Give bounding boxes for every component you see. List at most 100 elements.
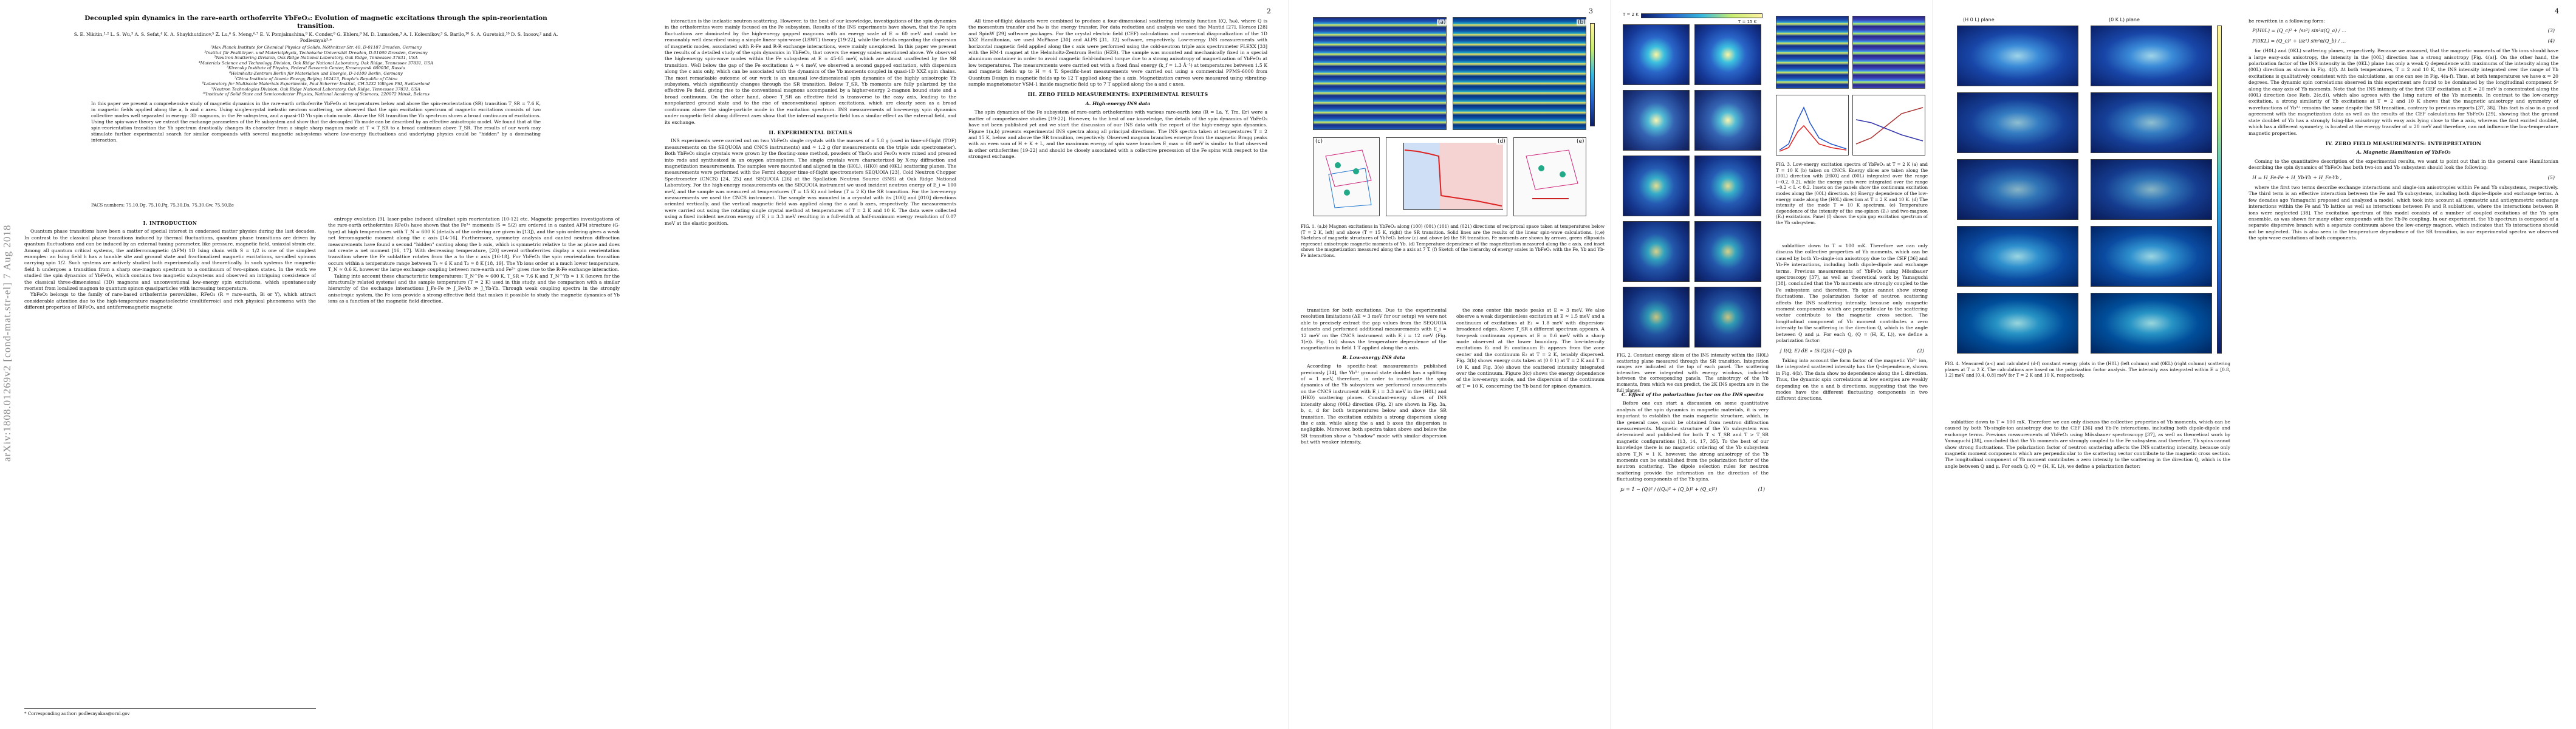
- footnote: * Corresponding author: podlesnyakaa@orn…: [24, 708, 316, 717]
- slice-panel: [1623, 287, 1690, 347]
- page-1: arXiv:1808.01269v2 [cond-mat.str-el] 7 A…: [0, 0, 644, 729]
- equation-1: pᵢ = 1 − (Qᵢ)² / ((Qₐ)² + (Q_b)² + (Q_c)…: [1620, 486, 1765, 492]
- affiliation: ⁷China Institute of Atomic Energy, Beiji…: [234, 76, 398, 81]
- magnetic-structure-sketch: [1325, 149, 1372, 208]
- figure-2-caption: FIG. 2. Constant energy slices of the IN…: [1617, 352, 1769, 393]
- figure-4-caption: FIG. 4. Measured (a-c) and calculated (d…: [1945, 361, 2230, 378]
- figure-4: (H 0 L) plane (0 K L) plane FIG. 4. Meas…: [1945, 17, 2236, 454]
- plane-label-0kl: (0 K L) plane: [2109, 17, 2140, 22]
- column-left-text: sublattice down to T ≈ 100 mK. Therefore…: [1945, 419, 2230, 727]
- spectrum-panel-b: [1852, 16, 1925, 89]
- slice-panel: [1694, 156, 1761, 216]
- equation-2: ∫ I(Q, E) dE ∝ ⟨Sᵢ(Q)Sᵢ(−Q)⟩ pᵢ (2): [1780, 347, 1924, 354]
- paragraph: According to specific-heat measurements …: [1301, 363, 1447, 445]
- panel-label-c: (c): [1314, 139, 1324, 145]
- panel-d-magnetization: [1386, 137, 1507, 216]
- equation-3: P(H0L) = (Q_c)² + ⟨sz²⟩ sin²α(Q_a) / ...…: [2252, 28, 2555, 34]
- column-text: sublattice down to T ≈ 100 mK. Therefore…: [1776, 243, 1928, 729]
- page-number: 4: [2555, 7, 2559, 15]
- calculated-panel: [1957, 293, 2078, 354]
- abstract: In this paper we present a comprehensive…: [91, 101, 541, 143]
- panel-label-a: (a): [1437, 19, 1447, 26]
- paragraph: where the first two terms describe excha…: [2249, 184, 2558, 241]
- paragraph: Quantum phase transitions have been a ma…: [24, 228, 316, 292]
- cut-panel-c: [1776, 95, 1849, 156]
- slice-panel: [1694, 24, 1761, 85]
- affiliations: ¹Max Planck Institute for Chemical Physi…: [73, 45, 559, 97]
- subsection-heading: C. Effect of the polarization factor on …: [1621, 392, 1764, 397]
- column-left: interaction is the inelastic neutron sca…: [665, 18, 956, 726]
- subsection-heading: B. Low-energy INS data: [1342, 354, 1405, 360]
- measured-panel-f: [2091, 159, 2212, 220]
- page-number: 2: [1267, 7, 1271, 15]
- pacs-numbers: PACS numbers: 75.10.Dg, 75.10.Pq, 75.30.…: [91, 203, 234, 208]
- plane-label-h0l: (H 0 L) plane: [1963, 17, 1995, 22]
- panel-b-spectrum: [1453, 17, 1586, 130]
- page-4: T = 2 K T = 15 K FIG. 2. Constant energy…: [1610, 0, 1932, 729]
- magnetic-structure-sketch: [1526, 149, 1578, 199]
- column-right: entropy evolution [9], laser-pulse induc…: [328, 216, 620, 727]
- calculated-panel: [1957, 226, 2078, 287]
- figure-2: T = 2 K T = 15 K FIG. 2. Constant energy…: [1617, 12, 1769, 393]
- column-left-lower: C. Effect of the polarization factor on …: [1617, 389, 1769, 727]
- colorbar: [2217, 26, 2222, 354]
- affiliation: ³Neutron Scattering Division, Oak Ridge …: [214, 55, 418, 61]
- paragraph: be rewritten in a following form:: [2249, 18, 2325, 24]
- column-left: transition for both excitations. Due to …: [1301, 307, 1447, 727]
- subsection-heading: A. High-energy INS data: [1085, 100, 1151, 106]
- affiliation: ⁸Laboratory for Multiscale Materials Exp…: [202, 81, 430, 87]
- affiliation: ⁹Neutron Technologies Division, Oak Ridg…: [211, 86, 420, 92]
- panel-label-e: (e): [1575, 139, 1586, 145]
- paragraph: Before one can start a discussion on som…: [1617, 400, 1769, 482]
- figure-1-caption: FIG. 1. (a,b) Magnon excitations in YbFe…: [1301, 224, 1605, 258]
- slice-panel: [1694, 90, 1761, 151]
- energy-cut-plot: [1779, 106, 1847, 152]
- section-heading: I. INTRODUCTION: [143, 220, 197, 226]
- slice-panel: [1623, 90, 1690, 151]
- paragraph: Coming to the quantitative description o…: [2249, 158, 2558, 171]
- affiliation: ⁴Materials Science and Technology Divisi…: [198, 60, 434, 66]
- magnetization-plot: [1403, 143, 1503, 210]
- measured-panel-b: [2091, 26, 2212, 86]
- spectrum-panel-a: [1776, 16, 1849, 89]
- author-list: S. E. Nikitin,¹·² L. S. Wu,³ A. S. Sefat…: [74, 32, 558, 43]
- panel-c-structure: [1313, 137, 1380, 216]
- paragraph: The spin dynamics of the Fe subsystem of…: [968, 109, 1267, 160]
- slice-panel: [1623, 221, 1690, 282]
- colorbar: [1590, 23, 1595, 126]
- legend-high-temperature: T = 15 K: [1738, 19, 1757, 24]
- equation-4: P(0KL) = (Q_c)² + ⟨sz²⟩ sin²α(Q_b) / ...…: [2252, 38, 2555, 44]
- paragraph: Taking into account the form factor of t…: [1776, 357, 1928, 402]
- slice-panel: [1623, 24, 1690, 85]
- measured-panel-c: [1957, 92, 2078, 153]
- calculated-panel: [2091, 226, 2212, 287]
- page-2: 2 interaction is the inelastic neutron s…: [644, 0, 1288, 729]
- paragraph: sublattice down to T ≈ 100 mK. Therefore…: [1776, 243, 1928, 344]
- affiliation: ⁶Helmholtz-Zentrum Berlin für Materialie…: [229, 70, 403, 76]
- paragraph: sublattice down to T ≈ 100 mK. Therefore…: [1945, 419, 2230, 469]
- panel-a-spectrum: [1313, 17, 1447, 130]
- page-5: 4 (H 0 L) plane (0 K L) plane FIG. 4. Me…: [1932, 0, 2576, 729]
- affiliation: ⁵Kirensky Institute of Physics, Federal …: [227, 66, 405, 71]
- cut-panel-d: [1852, 95, 1925, 156]
- paragraph: transition for both excitations. Due to …: [1301, 307, 1447, 351]
- section-heading: II. EXPERIMENTAL DETAILS: [769, 129, 852, 135]
- paragraph: for (H0L) and (0KL) scattering planes, r…: [2249, 48, 2558, 136]
- subsection-heading: A. Magnetic Hamiltonian of YbFeO₃: [2356, 149, 2451, 156]
- arxiv-stamp: arXiv:1808.01269v2 [cond-mat.str-el] 7 A…: [1, 224, 13, 462]
- paper-title: Decoupled spin dynamics in the rare-eart…: [84, 15, 547, 30]
- panel-label-d: (d): [1496, 139, 1507, 145]
- legend-low-temperature: T = 2 K: [1623, 12, 1639, 17]
- paragraph: the zone center this mode peaks at E ≈ 3…: [1456, 307, 1605, 389]
- affiliation: ¹⁰Institute of Solid State and Semicondu…: [202, 92, 430, 97]
- column-right: the zone center this mode peaks at E ≈ 3…: [1456, 307, 1605, 727]
- measured-panel-d: [2091, 92, 2212, 153]
- page-number: 3: [1589, 7, 1593, 15]
- paragraph: INS experiments were carried out on two …: [665, 138, 956, 226]
- panel-label-b: (b): [1577, 19, 1587, 26]
- section-heading: III. ZERO FIELD MEASUREMENTS: EXPERIMENT…: [1027, 91, 1208, 98]
- figure-1: (a) (b) (c) (d): [1301, 17, 1605, 303]
- column-right: be rewritten in a following form: P(H0L)…: [2249, 18, 2558, 726]
- paragraph: interaction is the inelastic neutron sca…: [665, 18, 956, 125]
- colorbar: [1641, 13, 1762, 18]
